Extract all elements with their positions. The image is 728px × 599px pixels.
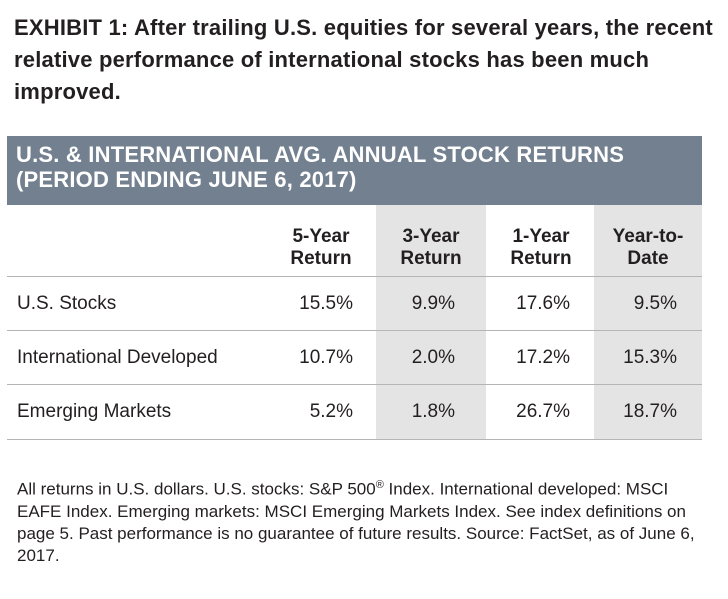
row-divider (7, 330, 702, 331)
table-cell: 18.7% (623, 401, 677, 422)
column-header-1-year: 1-Year Return (510, 226, 572, 269)
row-label-international-developed: International Developed (17, 347, 218, 368)
table-header-title: U.S. & INTERNATIONAL AVG. ANNUAL STOCK R… (16, 142, 625, 167)
table-cell: 5.2% (309, 401, 353, 422)
table-cell: 9.5% (633, 293, 677, 314)
table-cell: 17.6% (516, 293, 570, 314)
column-header-year-to-date: Year-to- Date (612, 226, 684, 269)
table-cell: 2.0% (411, 347, 455, 368)
table-cell: 15.3% (623, 347, 677, 368)
table-bottom-divider (7, 439, 702, 440)
table-cell: 10.7% (299, 347, 353, 368)
row-label-emerging-markets: Emerging Markets (17, 401, 172, 422)
table-cell: 9.9% (411, 293, 455, 314)
footnote: All returns in U.S. dollars. U.S. stocks… (17, 474, 707, 567)
row-divider (7, 384, 702, 385)
table-header: U.S. & INTERNATIONAL AVG. ANNUAL STOCK R… (7, 136, 702, 205)
table-cell: 26.7% (516, 401, 570, 422)
header-divider (7, 276, 702, 277)
exhibit-title: EXHIBIT 1: After trailing U.S. equities … (14, 15, 713, 104)
footnote-text-end: Index. International developed: MSCI EAF… (17, 479, 695, 565)
column-header-5-year: 5-Year Return (290, 226, 352, 269)
table-cell: 15.5% (299, 293, 353, 314)
registered-trademark-mark: ® (375, 479, 384, 491)
table-cell: 1.8% (411, 401, 455, 422)
table-header-subtitle: (PERIOD ENDING JUNE 6, 2017) (16, 167, 357, 192)
column-header-3-year: 3-Year Return (400, 226, 462, 269)
table-cell: 17.2% (516, 347, 570, 368)
footnote-text-start: All returns in U.S. dollars. U.S. stocks… (17, 479, 376, 499)
shaded-column-3-year (376, 205, 486, 440)
shaded-column-year-to-date (594, 205, 702, 440)
row-label-us-stocks: U.S. Stocks (17, 293, 117, 314)
